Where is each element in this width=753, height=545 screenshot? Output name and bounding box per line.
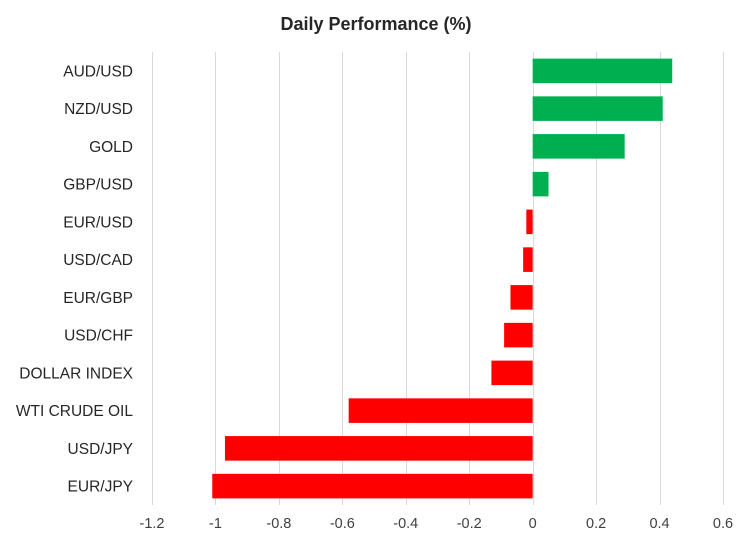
x-tick-label: -0.2	[457, 516, 482, 532]
category-label: USD/CHF	[64, 328, 133, 345]
category-label: AUD/USD	[63, 63, 133, 80]
x-tick-label: 0	[529, 516, 537, 532]
bar-usd-cad	[523, 247, 533, 272]
bar-gold	[532, 134, 625, 159]
x-tick-label: -0.8	[266, 516, 291, 532]
bar-usd-jpy	[224, 436, 533, 461]
gridlines	[152, 52, 724, 505]
bar-aud-usd	[532, 58, 673, 84]
category-label: USD/CAD	[63, 252, 133, 269]
x-tick-label: -0.4	[393, 516, 418, 532]
category-label: GOLD	[89, 139, 133, 156]
bar-eur-gbp	[510, 285, 533, 310]
category-label: EUR/GBP	[63, 290, 133, 307]
chart-title: Daily Performance (%)	[280, 14, 471, 34]
x-tick-label: -0.6	[330, 516, 355, 532]
bars	[212, 58, 673, 499]
category-label: EUR/USD	[63, 214, 133, 231]
bar-wti-crude-oil	[348, 398, 533, 423]
category-label: DOLLAR INDEX	[19, 365, 133, 382]
category-label: NZD/USD	[64, 101, 133, 118]
category-label: USD/JPY	[68, 441, 133, 458]
bar-eur-jpy	[212, 473, 533, 499]
bar-nzd-usd	[532, 96, 663, 121]
bar-dollar-index	[491, 360, 533, 386]
category-label: EUR/JPY	[68, 479, 133, 496]
bar-usd-chf	[504, 322, 533, 348]
x-tick-label: -1	[209, 516, 222, 532]
bar-eur-usd	[526, 209, 533, 235]
x-tick-label: -1.2	[140, 516, 165, 532]
x-tick-label: 0.4	[649, 516, 669, 532]
x-tick-label: 0.6	[713, 516, 733, 532]
category-label: WTI CRUDE OIL	[16, 403, 133, 420]
category-label: GBP/USD	[63, 177, 133, 194]
x-tick-labels: -1.2 -1 -0.8 -0.6 -0.4 -0.2 0 0.2 0.4 0.6	[140, 516, 734, 532]
category-labels: AUD/USD NZD/USD GOLD GBP/USD EUR/USD USD/CAD E…	[16, 63, 134, 495]
x-tick-label: 0.2	[586, 516, 606, 532]
bar-gbp-usd	[532, 171, 549, 197]
